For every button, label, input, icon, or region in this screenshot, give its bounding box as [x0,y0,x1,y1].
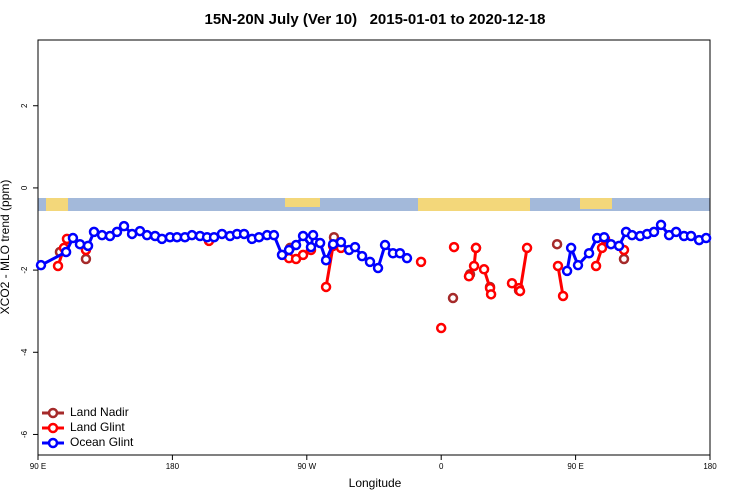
point [468,260,480,272]
point [448,241,460,253]
point [394,248,406,259]
x-tick-label: 90 E [567,462,583,471]
point [485,289,497,300]
legend-label: Land Nadir [70,405,129,419]
point [470,242,482,254]
point [478,264,490,275]
legend-label: Ocean Glint [70,435,134,449]
point [379,239,391,251]
point [238,228,250,240]
point [521,242,533,254]
point [596,242,608,254]
point [590,260,602,272]
point [156,233,168,245]
point [435,322,447,334]
point [141,229,153,241]
point [618,253,630,265]
point [35,259,47,271]
plot-frame [37,39,711,456]
point [60,246,72,258]
point [216,228,228,240]
y-tick-label: -6 [20,430,29,438]
point [268,229,280,241]
point [626,229,638,241]
point [648,226,660,238]
point [276,249,288,261]
point [118,220,130,232]
legend-marker [47,422,59,434]
point [320,281,332,293]
x-tick-label: 180 [703,462,717,471]
x-tick-label: 0 [439,462,444,471]
point [290,239,302,251]
point [88,226,100,238]
point [307,229,319,241]
point [613,240,625,252]
point [253,231,265,243]
point [305,241,317,253]
chart-title: 15N-20N July (Ver 10) 2015-01-01 to 2020… [204,11,545,28]
point [506,277,518,289]
point [314,237,326,249]
point [52,260,64,272]
point [552,260,564,272]
point [572,259,584,271]
point [551,238,563,250]
point [372,262,384,274]
map-strip [38,198,710,211]
point [349,241,361,253]
point [561,265,573,277]
point [297,230,309,242]
point [557,290,569,302]
x-tick-label: 180 [166,462,180,471]
point [67,232,79,244]
point [605,238,617,250]
y-tick-label: 0 [20,185,29,190]
point [364,256,376,268]
y-axis-label: XCO2 - MLO trend (ppm) [0,180,12,315]
y-tick-label: -4 [20,348,29,356]
point [514,285,526,297]
point [700,232,712,244]
x-tick-label: 90 E [30,462,46,471]
point [655,219,667,231]
point [670,226,682,238]
point [80,253,92,265]
y-tick-label: 2 [20,103,29,108]
point [463,271,475,282]
x-axis-label: Longitude [349,476,402,490]
point [415,256,427,268]
point [565,242,577,254]
point [82,240,94,252]
legend-label: Land Glint [70,420,125,434]
point [186,229,198,241]
point [598,231,610,243]
point [583,248,595,259]
point [335,236,347,248]
point [74,238,86,250]
point [297,249,309,261]
legend-marker [47,437,59,449]
legend-marker [47,407,59,419]
point [283,244,295,256]
x-tick-label: 90 W [297,462,316,471]
point [401,252,413,264]
point [685,230,697,242]
y-tick-label: -2 [20,266,29,274]
point [356,250,368,262]
point [447,292,459,304]
point [320,254,332,266]
point [111,226,123,238]
